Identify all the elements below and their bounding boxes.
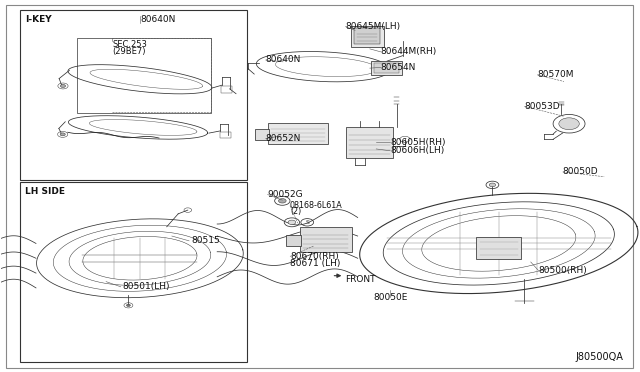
Circle shape <box>489 183 495 187</box>
Circle shape <box>278 199 286 203</box>
Circle shape <box>60 133 65 136</box>
Bar <box>355 29 380 44</box>
Text: 80570M: 80570M <box>537 70 573 79</box>
Text: 80605H(RH): 80605H(RH) <box>390 138 445 147</box>
Circle shape <box>60 84 65 87</box>
Bar <box>346 127 394 158</box>
Text: LH SIDE: LH SIDE <box>25 187 65 196</box>
Text: J80500QA: J80500QA <box>575 352 623 362</box>
Text: S: S <box>305 220 309 225</box>
Text: 80050E: 80050E <box>373 293 408 302</box>
Text: 80515: 80515 <box>191 236 220 246</box>
Text: 80053D: 80053D <box>524 102 560 111</box>
Bar <box>285 235 301 246</box>
Circle shape <box>559 118 579 130</box>
Text: 90052G: 90052G <box>268 190 303 199</box>
Bar <box>476 237 521 259</box>
Text: FRONT: FRONT <box>346 275 376 284</box>
Bar <box>20 182 246 362</box>
Circle shape <box>127 304 131 307</box>
Text: 80645M(LH): 80645M(LH) <box>346 22 401 31</box>
Text: 80050D: 80050D <box>563 167 598 176</box>
Bar <box>20 10 246 180</box>
Text: 80654N: 80654N <box>381 63 416 72</box>
Bar <box>220 132 230 138</box>
Text: 80670(RH): 80670(RH) <box>290 252 339 261</box>
Bar <box>255 129 269 140</box>
Text: 80644M(RH): 80644M(RH) <box>381 47 437 56</box>
Text: 80606H(LH): 80606H(LH) <box>390 146 445 155</box>
Text: 80500(RH): 80500(RH) <box>538 266 587 275</box>
Bar <box>374 63 399 73</box>
Bar <box>77 38 211 113</box>
Circle shape <box>288 220 296 225</box>
Bar <box>371 61 402 75</box>
Bar <box>221 86 232 93</box>
Bar <box>268 124 328 144</box>
Text: 80652N: 80652N <box>266 134 301 143</box>
Text: 80501(LH): 80501(LH) <box>122 282 170 291</box>
Text: (2): (2) <box>290 208 301 217</box>
Text: (29BE7): (29BE7) <box>113 46 146 56</box>
Text: 80640N: 80640N <box>266 55 301 64</box>
Text: I-KEY: I-KEY <box>25 15 52 24</box>
Bar <box>300 227 352 252</box>
Text: 08168-6L61A: 08168-6L61A <box>290 201 343 210</box>
Bar <box>351 26 384 47</box>
Text: 80640N: 80640N <box>140 15 175 24</box>
Text: SEC.253: SEC.253 <box>113 39 147 49</box>
Text: 80671 (LH): 80671 (LH) <box>290 259 340 268</box>
